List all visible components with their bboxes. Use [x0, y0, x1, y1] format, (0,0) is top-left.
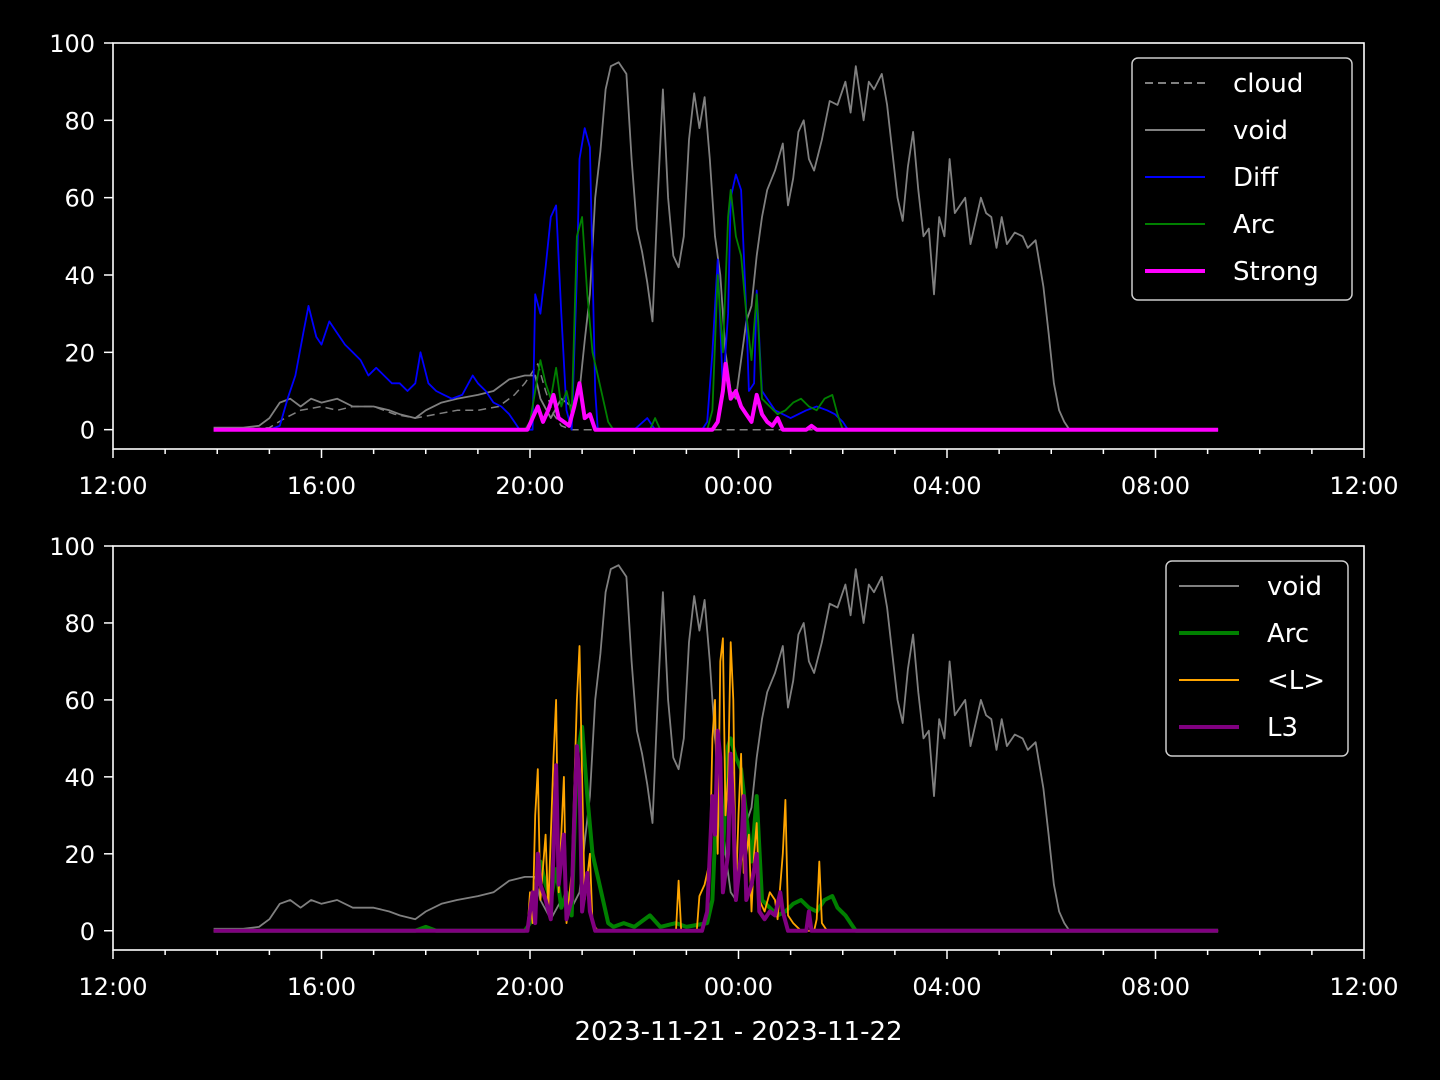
x-tick-label: 20:00 — [495, 472, 564, 500]
y-tick-label: 0 — [80, 918, 95, 946]
y-tick-label: 80 — [64, 107, 95, 135]
legend-entry-label: cloud — [1233, 69, 1303, 99]
x-tick-label: 16:00 — [287, 973, 356, 1001]
x-tick-label: 08:00 — [1121, 472, 1190, 500]
top-panel: 12:00 16:00 20:00 00:00 04:00 08:00 12:00 0 20 40… — [49, 30, 1398, 500]
x-tick-label: 12:00 — [78, 973, 147, 1001]
y-tick-label: 20 — [64, 339, 95, 367]
y-tick-label: 100 — [49, 533, 95, 561]
bottom-panel: 12:00 16:00 20:00 00:00 04:00 08:00 12:00 0 20 40… — [49, 533, 1398, 1047]
x-tick-label: 04:00 — [912, 973, 981, 1001]
legend-frame — [1165, 560, 1349, 757]
x-tick-label: 12:00 — [78, 472, 147, 500]
legend-entry-label: void — [1267, 572, 1322, 602]
x-tick-label: 08:00 — [1121, 973, 1190, 1001]
y-tick-label: 40 — [64, 262, 95, 290]
legend-entry-label: Arc — [1267, 619, 1309, 649]
x-tick-label: 00:00 — [704, 973, 773, 1001]
y-tick-label: 60 — [64, 687, 95, 715]
plot-area — [213, 61, 1219, 432]
legend: void Arc <L> L3 — [1165, 560, 1349, 757]
series-line-diff-2 — [213, 127, 1219, 431]
y-tick-label: 40 — [64, 764, 95, 792]
x-tick-label: 12:00 — [1329, 472, 1398, 500]
series-line-l3-3 — [213, 728, 1219, 933]
legend-entry-label: L3 — [1267, 713, 1298, 743]
x-tick-label: 00:00 — [704, 472, 773, 500]
legend-frame — [1131, 57, 1353, 301]
x-tick-label: 20:00 — [495, 973, 564, 1001]
y-tick-label: 80 — [64, 610, 95, 638]
x-tick-label: 12:00 — [1329, 973, 1398, 1001]
series-line-arc-3 — [213, 189, 1219, 431]
x-axis-label: 2023-11-21 - 2023-11-22 — [574, 1017, 902, 1047]
x-tick-label: 04:00 — [912, 472, 981, 500]
legend: cloud void Diff Arc Strong — [1131, 57, 1353, 301]
y-tick-label: 60 — [64, 185, 95, 213]
y-tick-label: 100 — [49, 30, 95, 58]
legend-entry-label: <L> — [1267, 666, 1325, 696]
legend-entry-label: Arc — [1233, 210, 1275, 240]
legend-entry-label: Diff — [1233, 163, 1279, 193]
y-tick-label: 20 — [64, 841, 95, 869]
legend-entry-label: Strong — [1233, 257, 1319, 287]
series-line-strong-4 — [213, 361, 1219, 432]
x-tick-label: 16:00 — [287, 472, 356, 500]
y-tick-label: 0 — [80, 417, 95, 445]
plot-area — [213, 564, 1219, 933]
legend-entry-label: void — [1233, 116, 1288, 146]
